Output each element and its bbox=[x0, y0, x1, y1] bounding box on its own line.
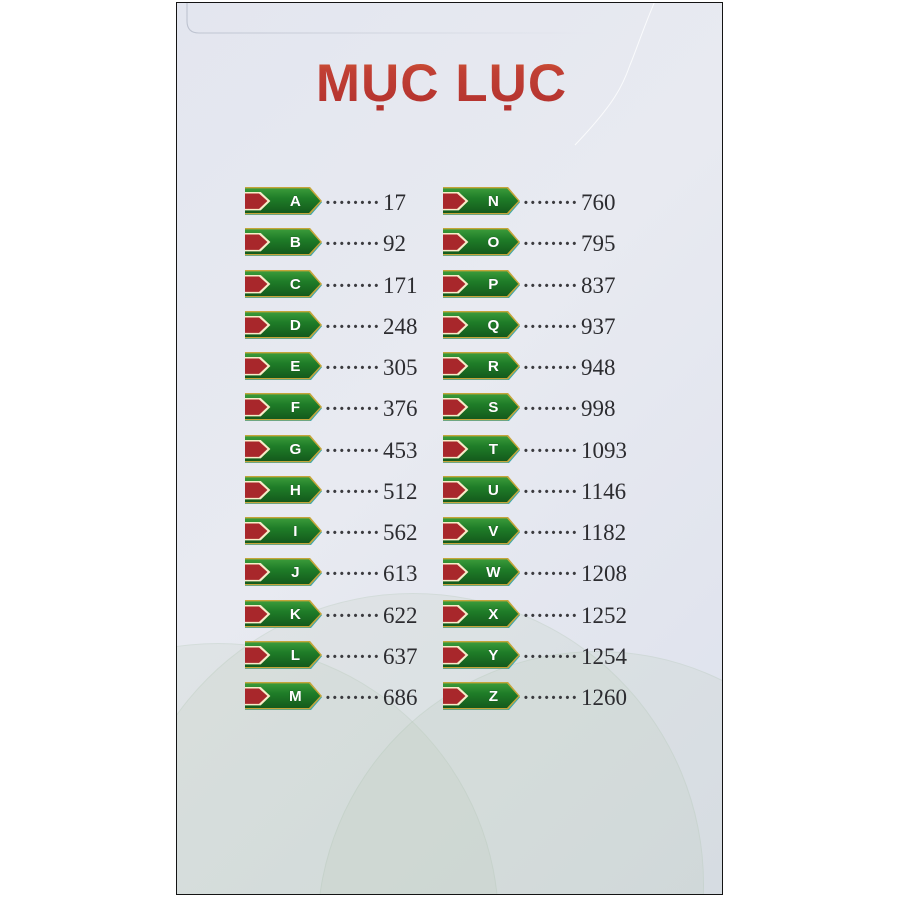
svg-text:G: G bbox=[289, 441, 301, 458]
svg-text:J: J bbox=[291, 564, 299, 581]
svg-text:X: X bbox=[488, 606, 498, 623]
svg-text:S: S bbox=[488, 399, 498, 416]
svg-text:Z: Z bbox=[489, 688, 498, 705]
svg-text:I: I bbox=[293, 523, 297, 540]
svg-text:T: T bbox=[489, 441, 499, 458]
svg-text:C: C bbox=[290, 276, 301, 293]
svg-text:U: U bbox=[488, 482, 499, 499]
svg-text:L: L bbox=[291, 647, 300, 664]
svg-text:Y: Y bbox=[488, 647, 498, 664]
svg-text:M: M bbox=[289, 688, 302, 705]
svg-text:R: R bbox=[488, 358, 499, 375]
svg-text:E: E bbox=[290, 358, 300, 375]
svg-text:K: K bbox=[290, 606, 301, 623]
svg-text:D: D bbox=[290, 317, 301, 334]
svg-text:P: P bbox=[488, 276, 498, 293]
svg-text:V: V bbox=[488, 523, 499, 540]
svg-text:O: O bbox=[487, 234, 499, 251]
svg-text:A: A bbox=[290, 193, 301, 210]
svg-text:B: B bbox=[290, 234, 301, 251]
svg-text:Q: Q bbox=[487, 317, 499, 334]
svg-text:N: N bbox=[488, 193, 499, 210]
svg-text:W: W bbox=[486, 564, 501, 581]
svg-text:F: F bbox=[291, 399, 300, 416]
svg-text:H: H bbox=[290, 482, 301, 499]
